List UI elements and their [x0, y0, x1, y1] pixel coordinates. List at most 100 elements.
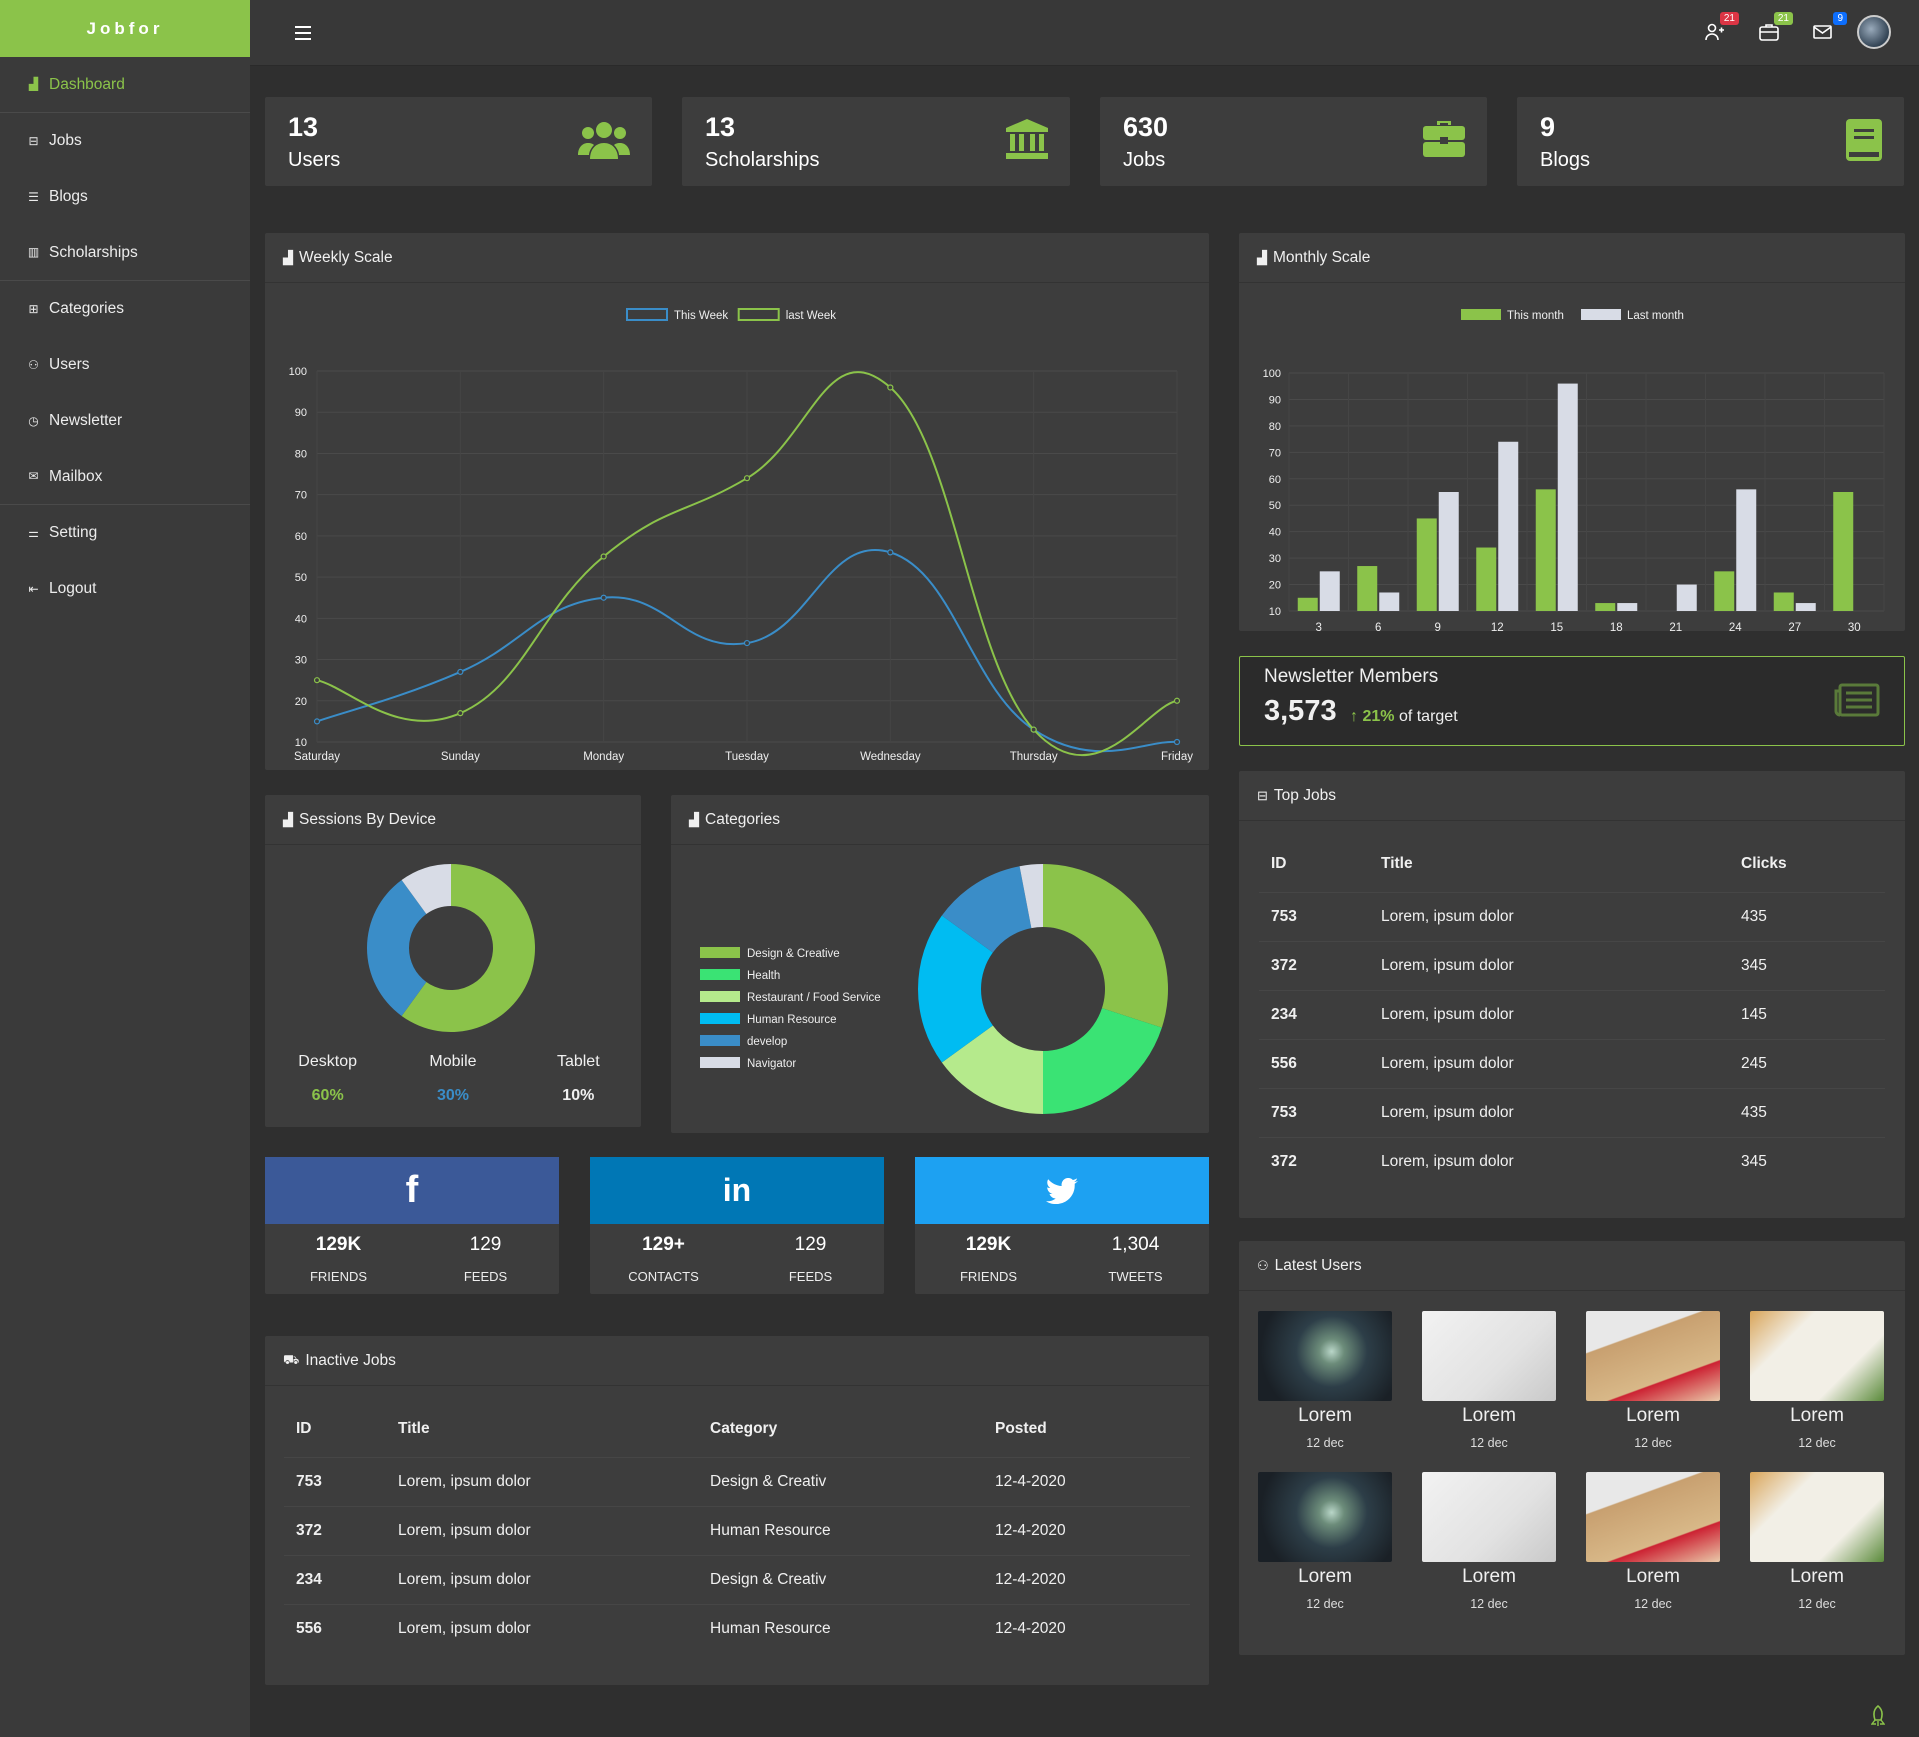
- table-row[interactable]: 372 Lorem, ipsum dolor 345: [1259, 1136, 1885, 1186]
- sidebar-item-blogs[interactable]: ☰ Blogs: [0, 169, 250, 225]
- social-card-twitter: 129K FRIENDS 1,304 TWEETS: [915, 1157, 1209, 1294]
- table-row[interactable]: 753 Lorem, ipsum dolor 435: [1259, 1087, 1885, 1137]
- data-point: [887, 384, 894, 391]
- user-tile[interactable]: Lorem 12 dec: [1257, 1472, 1393, 1611]
- y-tick-label: 50: [295, 572, 307, 584]
- user-name: Lorem: [1626, 1566, 1680, 1587]
- y-tick-label: 50: [1269, 500, 1281, 512]
- social-stat-label: TWEETS: [1108, 1269, 1163, 1284]
- book-icon: [1846, 119, 1882, 161]
- sidebar-item-dashboard[interactable]: ▟ Dashboard: [0, 57, 250, 113]
- social-stat-value: 129: [469, 1234, 502, 1255]
- cell-posted: 12-4-2020: [983, 1603, 1190, 1653]
- inactive-jobs-table: ID Title Category Posted 753 Lorem, ipsum…: [284, 1401, 1190, 1653]
- table-row[interactable]: 372 Lorem, ipsum dolor Human Resource 12-4-…: [284, 1505, 1190, 1555]
- stat-label: Jobs: [1123, 149, 1166, 171]
- table-row[interactable]: 556 Lorem, ipsum dolor 245: [1259, 1038, 1885, 1088]
- user-date: 12 dec: [1634, 1597, 1672, 1611]
- user-photo: [1422, 1311, 1556, 1401]
- x-tick-label: 12: [1491, 622, 1504, 631]
- social-stat: 1,304 TWEETS: [1062, 1234, 1209, 1284]
- brand-logo[interactable]: Jobfor: [0, 0, 250, 57]
- cell-title: Lorem, ipsum dolor: [1369, 1038, 1729, 1088]
- user-tile[interactable]: Lorem 12 dec: [1749, 1311, 1885, 1450]
- cell-category: Design & Creativ: [698, 1456, 983, 1506]
- social-stat: 129 FEEDS: [412, 1234, 559, 1284]
- logout-icon: ⇤: [28, 581, 39, 596]
- table-row[interactable]: 753 Lorem, ipsum dolor Design & Creativ 12-…: [284, 1456, 1190, 1506]
- rocket-icon[interactable]: [1871, 1705, 1885, 1727]
- bar: [1714, 571, 1735, 611]
- y-tick-label: 40: [1269, 527, 1281, 539]
- user-add-icon[interactable]: 21: [1705, 12, 1739, 44]
- data-point: [600, 594, 607, 601]
- user-tile[interactable]: Lorem 12 dec: [1421, 1311, 1557, 1450]
- social-card-linkedin: in 129+ CONTACTS 129 FEEDS: [590, 1157, 884, 1294]
- user-tile[interactable]: Lorem 12 dec: [1421, 1472, 1557, 1611]
- table-row[interactable]: 753 Lorem, ipsum dolor 435: [1259, 891, 1885, 941]
- user-tile[interactable]: Lorem 12 dec: [1257, 1311, 1393, 1450]
- x-tick-label: Thursday: [1010, 751, 1058, 763]
- user-tile[interactable]: Lorem 12 dec: [1585, 1472, 1721, 1611]
- legend-label: Restaurant / Food Service: [747, 992, 881, 1004]
- bar: [1416, 518, 1437, 611]
- user-date: 12 dec: [1798, 1436, 1836, 1450]
- notification-badge: 21: [1773, 12, 1793, 25]
- sidebar-item-mailbox[interactable]: ✉ Mailbox: [0, 449, 250, 505]
- notification-badge: 9: [1833, 12, 1847, 25]
- y-tick-label: 70: [1269, 447, 1281, 459]
- cell-id: 753: [1259, 1087, 1369, 1137]
- mail-icon[interactable]: 9: [1813, 12, 1847, 44]
- sidebar-item-scholarships[interactable]: ▥ Scholarships: [0, 225, 250, 281]
- hamburger-menu-icon[interactable]: [295, 26, 311, 40]
- sidebar-item-setting[interactable]: ⚌ Setting: [0, 505, 250, 561]
- linkedin-icon: in: [722, 1172, 752, 1208]
- facebook-header[interactable]: f: [265, 1157, 559, 1224]
- arrow-up-icon: ↑: [1350, 708, 1358, 725]
- sessions-donut-chart: [367, 864, 535, 1032]
- legend-swatch: [700, 1013, 740, 1024]
- latest-users-card: ⚇ Latest Users Lorem 12 dec Lorem 12 dec Lore…: [1239, 1241, 1905, 1655]
- sidebar-item-users[interactable]: ⚇ Users: [0, 337, 250, 393]
- bar: [1498, 441, 1519, 611]
- legend-label: Human Resource: [747, 1014, 836, 1026]
- table-row[interactable]: 372 Lorem, ipsum dolor 345: [1259, 940, 1885, 990]
- card-header: ▟ Weekly Scale: [265, 233, 1209, 283]
- social-stat: 129K FRIENDS: [915, 1234, 1062, 1284]
- bar: [1676, 584, 1697, 611]
- cell-title: Lorem, ipsum dolor: [1369, 1087, 1729, 1137]
- table-header-row: ID Title Clicks: [1259, 836, 1885, 892]
- top-jobs-table: ID Title Clicks 753 Lorem, ipsum dolor 435…: [1259, 836, 1885, 1186]
- user-tile[interactable]: Lorem 12 dec: [1585, 1311, 1721, 1450]
- linkedin-header[interactable]: in: [590, 1157, 884, 1224]
- twitter-header[interactable]: [915, 1157, 1209, 1224]
- legend-swatch: [700, 947, 740, 958]
- user-photo: [1750, 1311, 1884, 1401]
- cell-id: 556: [1259, 1038, 1369, 1088]
- y-tick-label: 60: [1269, 474, 1281, 486]
- chart-icon: ▟: [689, 811, 699, 827]
- sessions-item-desktop: Desktop 60%: [298, 1053, 357, 1104]
- data-point: [457, 710, 464, 717]
- sidebar-item-logout[interactable]: ⇤ Logout: [0, 561, 250, 617]
- sidebar-item-newsletter[interactable]: ◷ Newsletter: [0, 393, 250, 449]
- cell-id: 234: [284, 1554, 386, 1604]
- donut-slice: [941, 1025, 1043, 1114]
- card-header: ⛟ Inactive Jobs: [265, 1336, 1209, 1386]
- social-stat-value: 129K: [315, 1234, 362, 1255]
- cell-title: Lorem, ipsum dolor: [1369, 891, 1729, 941]
- sidebar-item-categories[interactable]: ⊞ Categories: [0, 281, 250, 337]
- avatar[interactable]: [1857, 15, 1891, 49]
- inactive-jobs-card: ⛟ Inactive Jobs ID Title Category Posted …: [265, 1336, 1209, 1685]
- user-photo: [1750, 1472, 1884, 1562]
- table-row[interactable]: 234 Lorem, ipsum dolor Design & Creativ 12-…: [284, 1554, 1190, 1604]
- sidebar-item-jobs[interactable]: ⊟ Jobs: [0, 113, 250, 169]
- column-header: Title: [1381, 854, 1413, 872]
- cell-id: 753: [284, 1456, 386, 1506]
- social-stat-value: 129+: [642, 1234, 685, 1255]
- table-row[interactable]: 234 Lorem, ipsum dolor 145: [1259, 989, 1885, 1039]
- briefcase-icon[interactable]: 21: [1759, 12, 1793, 44]
- user-tile[interactable]: Lorem 12 dec: [1749, 1472, 1885, 1611]
- data-point: [1173, 697, 1181, 704]
- table-row[interactable]: 556 Lorem, ipsum dolor Human Resource 12-4-…: [284, 1603, 1190, 1653]
